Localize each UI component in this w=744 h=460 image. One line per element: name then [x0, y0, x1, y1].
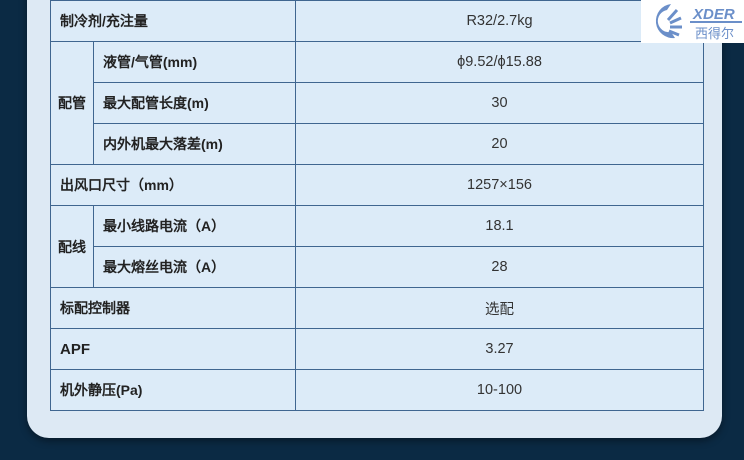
row-value: 20 — [295, 123, 704, 165]
row-label: 液管/气管(mm) — [93, 41, 296, 83]
row-value: 3.27 — [295, 328, 704, 370]
table-row: 制冷剂/充注量 R32/2.7kg — [50, 0, 704, 42]
row-value: 1257×156 — [295, 164, 704, 206]
row-value: 选配 — [295, 287, 704, 329]
row-label: 最大配管长度(m) — [93, 82, 296, 124]
svg-text:XDER: XDER — [692, 6, 735, 23]
spec-table: 制冷剂/充注量 R32/2.7kg 配管 液管/气管(mm) ϕ9.52/ϕ15.88… — [50, 0, 704, 411]
group-label: 配管 — [50, 41, 94, 165]
table-row: 最大熔丝电流（A） 28 — [51, 246, 704, 288]
row-label: 出风口尺寸（mm） — [50, 164, 296, 206]
row-value: 18.1 — [295, 205, 704, 247]
table-row: 配线 最小线路电流（A） 18.1 — [50, 205, 704, 288]
row-label: 最大熔丝电流（A） — [93, 246, 296, 288]
row-value: 28 — [295, 246, 704, 288]
logo-mark-icon: XDER 西得尔 — [655, 4, 742, 42]
row-label: 内外机最大落差(m) — [93, 123, 296, 165]
xder-logo: XDER 西得尔 — [641, 0, 744, 43]
table-row: 最大配管长度(m) 30 — [51, 82, 704, 124]
svg-text:西得尔: 西得尔 — [695, 26, 734, 42]
row-label: 最小线路电流（A） — [93, 205, 296, 247]
table-row: 机外静压(Pa) 10-100 — [50, 369, 704, 411]
table-row: APF 3.27 — [50, 328, 704, 370]
group-label: 配线 — [50, 205, 94, 288]
row-label: 标配控制器 — [50, 287, 296, 329]
row-value: 30 — [295, 82, 704, 124]
row-value: ϕ9.52/ϕ15.88 — [295, 41, 704, 83]
row-label: 机外静压(Pa) — [50, 369, 296, 411]
table-row: 配管 液管/气管(mm) ϕ9.52/ϕ15.88 — [50, 41, 704, 165]
row-label: APF — [50, 328, 296, 370]
row-value: 10-100 — [295, 369, 704, 411]
row-label: 制冷剂/充注量 — [50, 0, 296, 42]
table-row: 出风口尺寸（mm） 1257×156 — [50, 164, 704, 206]
table-row: 内外机最大落差(m) 20 — [51, 123, 704, 165]
table-row: 标配控制器 选配 — [50, 287, 704, 329]
row-value: R32/2.7kg — [295, 0, 704, 42]
